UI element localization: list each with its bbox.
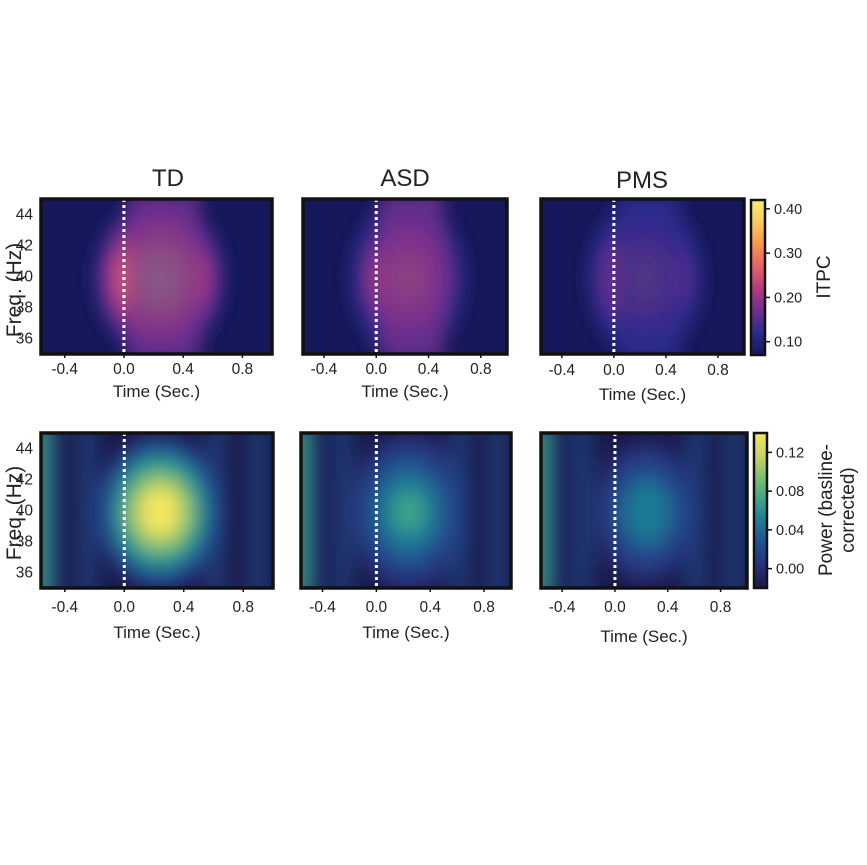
x-tick-label: 0.4 — [172, 361, 194, 378]
x-axis-label: Time (Sec.) — [113, 623, 200, 642]
power-stripe — [485, 433, 510, 588]
response-band — [616, 199, 682, 354]
colorbar-tick-label: 0.00 — [776, 562, 804, 578]
title-asd: ASD — [380, 165, 429, 192]
ylabel-itpc: Freq. (Hz) — [3, 243, 26, 338]
colorbar-tick-label: 0.20 — [774, 290, 802, 306]
x-tick-label: 0.8 — [232, 361, 254, 378]
panel-frame — [301, 197, 509, 356]
y-tick-label: 38 — [16, 300, 33, 317]
x-tick-label: -0.4 — [51, 361, 78, 378]
x-tick-label: -0.4 — [549, 599, 576, 616]
x-tick-label: 0.0 — [366, 599, 388, 616]
colorbar-itpc-label: ITPC — [814, 255, 835, 298]
x-tick-label: 0.8 — [470, 361, 492, 378]
x-axis-label: Time (Sec.) — [600, 627, 687, 646]
heatmap-panel-itpc-1: -0.4 0.0 0.4 0.8 Time (Sec.) — [301, 197, 509, 401]
colorbar-power: 0.12 0.08 0.04 0.00 Power (basline- correct… — [752, 431, 859, 590]
title-pms: PMS — [616, 167, 668, 194]
power-stripe — [447, 433, 472, 588]
power-stripe — [246, 433, 271, 588]
x-tick-label: 0.4 — [655, 362, 677, 379]
x-axis-label: Time (Sec.) — [599, 385, 686, 404]
colorbar-tick-label: 0.12 — [776, 445, 804, 461]
panel-frame — [299, 431, 513, 590]
y-tick-label: 36 — [16, 331, 33, 348]
x-tick-label: 0.8 — [232, 599, 254, 616]
heatmap-panel-power-2: -0.4 0.0 0.4 0.8 Time (Sec.) — [539, 431, 749, 646]
colorbar-power-label-1: Power (basline- — [816, 444, 837, 576]
ylabel-power: Freq. (Hz) — [3, 466, 26, 561]
edge-artifact — [301, 433, 309, 588]
power-stripe — [204, 433, 229, 588]
x-tick-label: -0.4 — [309, 599, 336, 616]
x-tick-label: -0.4 — [51, 599, 78, 616]
x-tick-label: 0.0 — [114, 599, 136, 616]
colorbar-tick-label: 0.10 — [774, 335, 802, 351]
y-tick-label: 44 — [16, 441, 34, 458]
power-stripe — [684, 433, 709, 588]
heatmap-panel-itpc-2: -0.4 0.0 0.4 0.8 Time (Sec.) — [539, 197, 746, 404]
heatmap-panel-power-0: -0.4 0.0 0.4 0.8 44 42 40 38 36 Time (Sec.) — [16, 431, 275, 642]
colorbar-power-gradient — [752, 431, 769, 590]
power-stripe — [569, 433, 594, 588]
x-tick-label: -0.4 — [548, 362, 575, 379]
x-tick-label: 0.8 — [710, 599, 732, 616]
x-tick-label: 0.0 — [603, 362, 625, 379]
power-stripe — [330, 433, 355, 588]
panels: -0.4 0.0 0.4 0.8 44 42 40 38 36 Time (Sec.) -0.4 0.… — [16, 197, 749, 646]
y-tick-label: 36 — [16, 565, 33, 582]
y-tick-label: 42 — [16, 472, 33, 489]
y-tick-label: 44 — [16, 207, 34, 224]
response-contour — [142, 491, 177, 533]
x-tick-label: 0.4 — [419, 599, 441, 616]
y-tick-label: 40 — [16, 269, 34, 286]
panel-frame — [539, 431, 749, 590]
colorbar-itpc: 0.40 0.30 0.20 0.10 ITPC — [749, 198, 835, 357]
panel-frame — [39, 197, 274, 356]
x-tick-label: 0.0 — [365, 361, 387, 378]
colorbar-power-label-2: corrected) — [838, 467, 859, 553]
edge-artifact — [41, 433, 49, 588]
x-axis-label: Time (Sec.) — [361, 382, 448, 401]
x-axis-label: Time (Sec.) — [113, 382, 200, 401]
y-tick-label: 42 — [16, 238, 33, 255]
heatmap-panel-itpc-0: -0.4 0.0 0.4 0.8 44 42 40 38 36 Time (Sec.) — [16, 197, 274, 401]
colorbar-itpc-gradient — [749, 198, 767, 357]
x-tick-label: 0.8 — [707, 362, 729, 379]
x-tick-label: 0.0 — [604, 599, 626, 616]
x-tick-label: -0.4 — [311, 361, 338, 378]
panel-frame — [539, 197, 746, 356]
colorbar-tick-label: 0.30 — [774, 246, 802, 262]
x-tick-label: 0.0 — [113, 361, 135, 378]
x-tick-label: 0.8 — [473, 599, 495, 616]
response-band — [126, 199, 201, 354]
colorbar-tick-label: 0.08 — [776, 484, 804, 500]
response-band — [378, 199, 445, 354]
heatmap-panel-power-1: -0.4 0.0 0.4 0.8 Time (Sec.) — [299, 431, 513, 642]
colorbar-tick-label: 0.40 — [774, 202, 802, 218]
x-axis-label: Time (Sec.) — [362, 623, 449, 642]
power-stripe — [75, 433, 100, 588]
title-td: TD — [152, 165, 184, 192]
response-contour — [393, 491, 425, 533]
x-tick-label: 0.4 — [418, 361, 440, 378]
power-stripe — [721, 433, 746, 588]
x-tick-label: 0.4 — [657, 599, 679, 616]
colorbar-tick-label: 0.04 — [776, 523, 804, 539]
edge-artifact — [541, 433, 549, 588]
panel-frame — [39, 431, 275, 590]
response-contour — [631, 491, 662, 533]
y-tick-label: 38 — [16, 534, 33, 551]
x-tick-label: 0.4 — [173, 599, 195, 616]
y-tick-label: 40 — [16, 503, 34, 520]
